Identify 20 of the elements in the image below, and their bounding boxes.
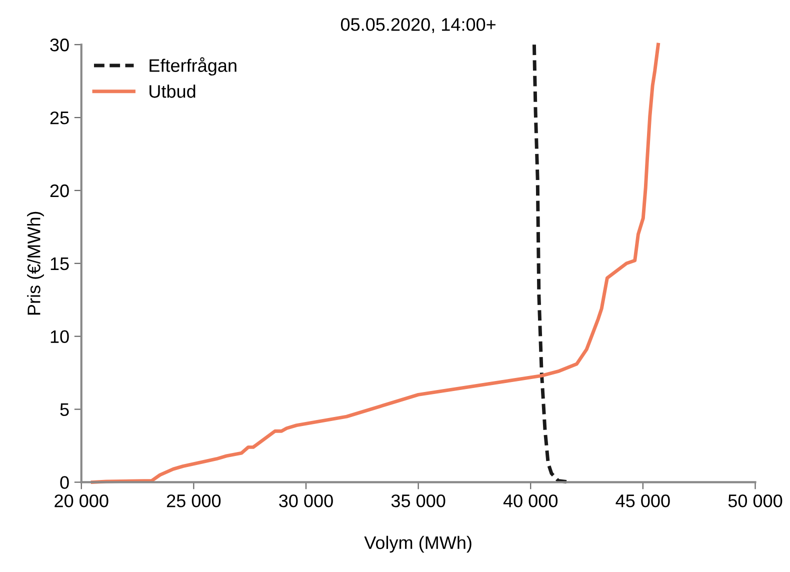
x-tick-label: 45 000	[616, 494, 670, 508]
line-series	[90, 42, 660, 484]
legend-label: Utbud	[150, 84, 196, 98]
chart-title: 05.05.2020, 14:00+	[340, 18, 496, 34]
y-axis-title: Pris (€/MWh)	[27, 212, 44, 315]
y-tick-label: 25	[50, 111, 69, 124]
x-tick-label: 50 000	[728, 494, 782, 508]
x-tick-label: 20 000	[54, 494, 108, 508]
legend-label: Efterfrågan	[150, 57, 236, 76]
y-tick-label: 20	[50, 184, 69, 198]
x-tick-label: 30 000	[279, 494, 333, 508]
x-axis-title: Volym (MWh)	[364, 536, 472, 553]
x-tick-label: 25 000	[166, 494, 221, 508]
y-tick-label: 0	[60, 476, 69, 489]
y-tick-label: 30	[50, 38, 69, 52]
y-tick-label: 15	[50, 258, 69, 270]
x-tick-label: 40 000	[503, 494, 558, 508]
x-tick-label: 35 000	[391, 494, 446, 508]
y-tick-label: 5	[60, 403, 69, 416]
y-tick-label: 10	[50, 330, 69, 344]
